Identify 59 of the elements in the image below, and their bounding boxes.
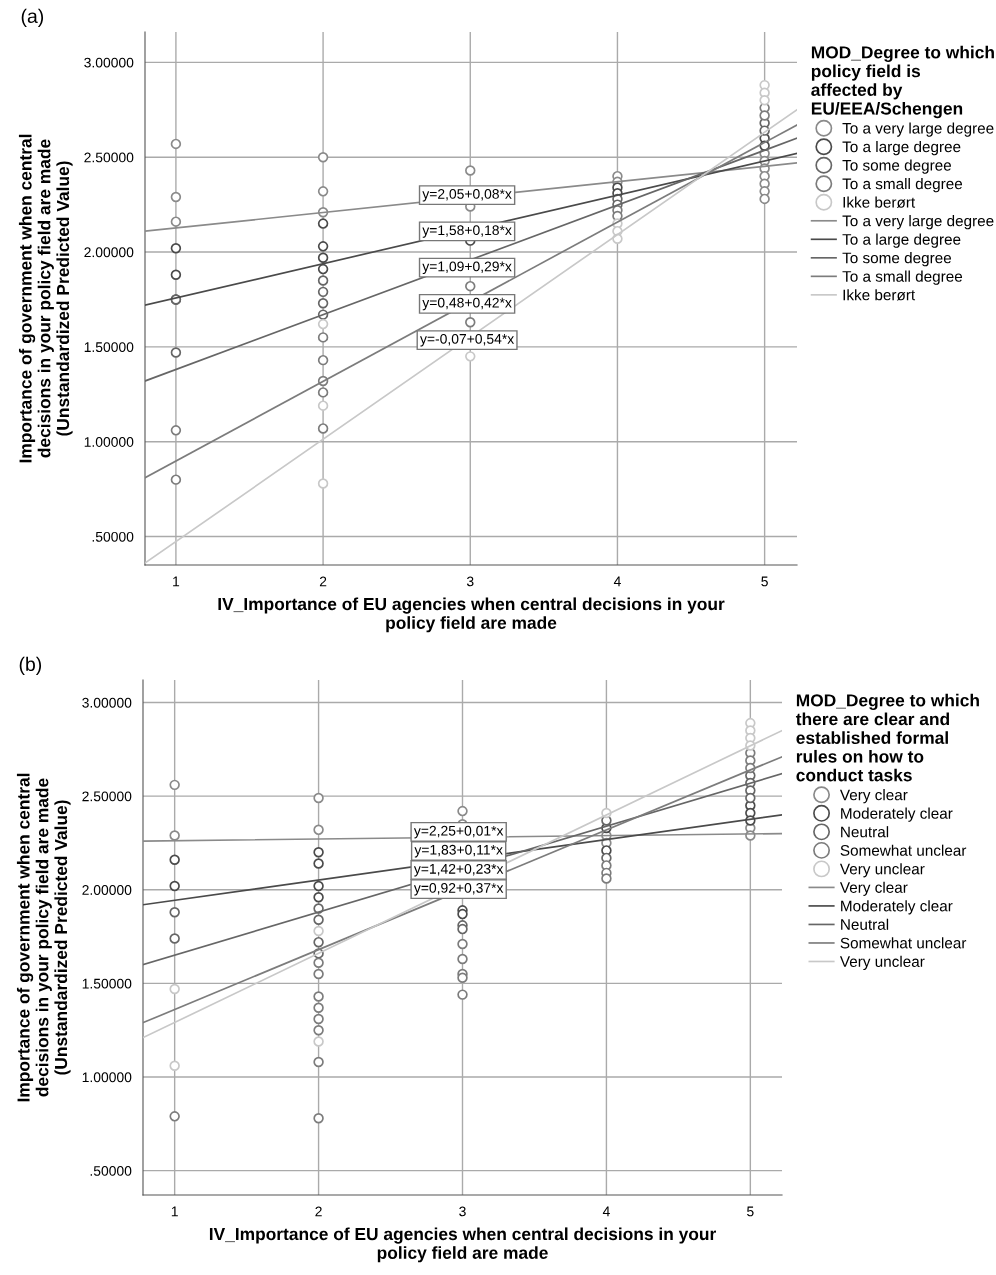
y-tick-label: 2.00000 xyxy=(82,885,132,895)
x-axis-title: IV_Importance of EU agencies when central decisions in your policy field are made xyxy=(218,597,725,633)
x-tick-label: 3 xyxy=(466,576,474,587)
x-tick-label: 5 xyxy=(747,1206,754,1217)
legend-label: Somewhat unclear xyxy=(840,844,967,856)
chart-title: (a) xyxy=(21,8,44,27)
y-tick-label: 1.50000 xyxy=(84,342,134,353)
annotation: y=1,09+0,29*x xyxy=(422,261,512,275)
x-tick-label: 2 xyxy=(315,1206,322,1217)
annotation: y=0,48+0,42*x xyxy=(422,297,512,311)
legend-label: Ikke berørt xyxy=(843,289,916,301)
annotation: y=-0,07+0,54*x xyxy=(420,333,515,347)
legend-title: MOD_Degree to which there are clear and established formal rules on how to conduct tasks xyxy=(795,693,979,782)
x-tick-label: 1 xyxy=(171,1206,178,1217)
annotation: y=2,05+0,08*x xyxy=(422,188,512,202)
legend-label: To some degree xyxy=(842,252,952,267)
chart-title: (b) xyxy=(19,656,42,675)
legend-title: MOD_Degree to which policy field is affected by EU/EEA/Schengen xyxy=(811,45,994,119)
y-tick-label: 2.50000 xyxy=(82,791,132,802)
y-tick-label: 3.00000 xyxy=(84,57,134,68)
legend-label: Very clear xyxy=(839,789,908,804)
legend-label: To some degree xyxy=(842,159,952,174)
legend-label: Neutral xyxy=(841,918,889,930)
legend-label: Moderately clear xyxy=(841,807,953,822)
x-tick-label: 2 xyxy=(319,576,327,587)
y-tick-label: 1.50000 xyxy=(82,978,132,989)
legend-label: To a very large degree xyxy=(842,122,994,137)
y-axis-title: Importance of government when central decisions in your policy field are made (Unstandardized Predicted Value) xyxy=(16,773,71,1102)
y-tick-label: 2.00000 xyxy=(84,247,134,258)
x-axis-title: IV_Importance of EU agencies when central decisions in your policy field are made xyxy=(209,1227,716,1263)
y-tick-label: .50000 xyxy=(90,1165,132,1176)
legend-label: To a very large degree xyxy=(842,215,994,230)
legend-label: To a small degree xyxy=(842,178,963,193)
legend-label: Ikke berørt xyxy=(843,196,916,208)
legend-label: To a small degree xyxy=(842,270,963,285)
y-axis-title: Importance of government when central decisions in your policy field are made (Unstandardized Predicted Value) xyxy=(18,134,73,463)
x-tick-label: 3 xyxy=(459,1206,466,1217)
legend-label: Very unclear xyxy=(839,863,925,878)
annotation: y=2,25+0,01*x xyxy=(413,825,504,839)
y-tick-label: 1.00000 xyxy=(82,1072,132,1083)
y-tick-label: 3.00000 xyxy=(82,697,132,708)
x-tick-label: 1 xyxy=(173,576,180,587)
y-tick-label: 2.50000 xyxy=(84,152,134,163)
legend-label: Very clear xyxy=(839,881,908,896)
x-tick-label: 5 xyxy=(761,576,768,587)
annotation: y=0,92+0,37*x xyxy=(413,882,504,896)
annotation: y=1,58+0,18*x xyxy=(422,225,512,238)
legend-label: Moderately clear xyxy=(841,900,953,915)
y-tick-label: .50000 xyxy=(92,531,134,542)
annotation: y=1,42+0,23*x xyxy=(413,863,504,877)
legend-label: To a large degree xyxy=(842,140,961,156)
legend-label: Somewhat unclear xyxy=(840,937,967,949)
x-tick-label: 4 xyxy=(613,576,621,587)
legend-label: Neutral xyxy=(841,826,889,838)
y-tick-label: 1.00000 xyxy=(84,437,134,447)
legend-label: Very unclear xyxy=(839,955,925,971)
annotation: y=1,83+0,11*x xyxy=(414,844,503,858)
x-tick-label: 4 xyxy=(602,1206,610,1217)
legend-label: To a large degree xyxy=(842,233,961,248)
